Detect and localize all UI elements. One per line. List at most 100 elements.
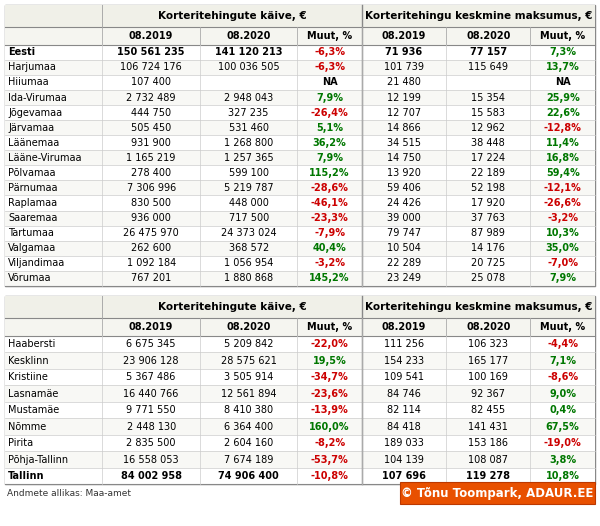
Text: 100 169: 100 169 bbox=[469, 372, 508, 382]
Bar bbox=[5, 296, 595, 484]
Text: 2 448 130: 2 448 130 bbox=[127, 421, 176, 431]
Bar bbox=[5, 180, 595, 196]
Text: 104 139: 104 139 bbox=[384, 454, 424, 464]
Text: 13 920: 13 920 bbox=[387, 168, 421, 178]
Text: Harjumaa: Harjumaa bbox=[8, 63, 56, 73]
Text: Haabersti: Haabersti bbox=[8, 339, 55, 349]
Text: 12 707: 12 707 bbox=[387, 108, 421, 118]
Text: 08.2020: 08.2020 bbox=[466, 322, 511, 332]
Text: 153 186: 153 186 bbox=[469, 438, 508, 448]
Text: 21 480: 21 480 bbox=[387, 77, 421, 87]
Text: 5,1%: 5,1% bbox=[316, 123, 343, 133]
Text: 109 541: 109 541 bbox=[384, 372, 424, 382]
Text: 3 505 914: 3 505 914 bbox=[224, 372, 274, 382]
Text: 92 367: 92 367 bbox=[472, 389, 505, 399]
Text: 505 450: 505 450 bbox=[131, 123, 172, 133]
Text: Korteritehingute käive, €: Korteritehingute käive, € bbox=[158, 302, 307, 312]
Text: -26,6%: -26,6% bbox=[544, 198, 581, 208]
Text: 14 176: 14 176 bbox=[472, 243, 505, 253]
Bar bbox=[5, 135, 595, 150]
Bar bbox=[5, 45, 595, 60]
Text: 15 354: 15 354 bbox=[472, 93, 505, 103]
Bar bbox=[5, 196, 595, 210]
Text: Eesti: Eesti bbox=[8, 47, 35, 57]
Text: 24 373 024: 24 373 024 bbox=[221, 228, 277, 238]
Bar bbox=[5, 468, 595, 484]
Text: 9 771 550: 9 771 550 bbox=[127, 405, 176, 415]
Text: 1 268 800: 1 268 800 bbox=[224, 138, 273, 148]
Text: 10,8%: 10,8% bbox=[546, 471, 580, 481]
Text: 2 604 160: 2 604 160 bbox=[224, 438, 273, 448]
Text: 28 575 621: 28 575 621 bbox=[221, 356, 277, 366]
Text: 67,5%: 67,5% bbox=[546, 421, 580, 431]
Bar bbox=[5, 418, 595, 435]
Text: 3,8%: 3,8% bbox=[549, 454, 576, 464]
Text: -12,1%: -12,1% bbox=[544, 183, 581, 193]
Bar bbox=[5, 435, 595, 451]
Bar bbox=[5, 385, 595, 402]
Text: Raplamaa: Raplamaa bbox=[8, 198, 57, 208]
Text: 17 920: 17 920 bbox=[472, 198, 505, 208]
Text: 77 157: 77 157 bbox=[470, 47, 507, 57]
Text: 52 198: 52 198 bbox=[472, 183, 505, 193]
Text: 37 763: 37 763 bbox=[472, 213, 505, 223]
Bar bbox=[5, 165, 595, 180]
Text: Pirita: Pirita bbox=[8, 438, 33, 448]
Text: Läänemaa: Läänemaa bbox=[8, 138, 59, 148]
Text: Korteritehingute käive, €: Korteritehingute käive, € bbox=[158, 11, 307, 21]
Text: -7,0%: -7,0% bbox=[547, 258, 578, 268]
Text: 106 724 176: 106 724 176 bbox=[121, 63, 182, 73]
Text: 08.2019: 08.2019 bbox=[129, 322, 173, 332]
Text: 141 431: 141 431 bbox=[469, 421, 508, 431]
Text: 14 750: 14 750 bbox=[387, 153, 421, 163]
Text: 101 739: 101 739 bbox=[384, 63, 424, 73]
Text: -19,0%: -19,0% bbox=[544, 438, 581, 448]
Bar bbox=[5, 241, 595, 256]
Text: -13,9%: -13,9% bbox=[311, 405, 349, 415]
Text: Lääne-Virumaa: Lääne-Virumaa bbox=[8, 153, 82, 163]
Text: 12 962: 12 962 bbox=[472, 123, 505, 133]
Text: 931 900: 931 900 bbox=[131, 138, 171, 148]
Text: Tartumaa: Tartumaa bbox=[8, 228, 54, 238]
Text: Muut, %: Muut, % bbox=[540, 322, 585, 332]
Bar bbox=[5, 336, 595, 352]
Text: -34,7%: -34,7% bbox=[311, 372, 349, 382]
Bar bbox=[5, 256, 595, 271]
Text: 82 114: 82 114 bbox=[387, 405, 421, 415]
Text: 327 235: 327 235 bbox=[229, 108, 269, 118]
Bar bbox=[5, 5, 595, 286]
Text: 160,0%: 160,0% bbox=[310, 421, 350, 431]
Bar bbox=[5, 27, 595, 45]
Text: Tallinn: Tallinn bbox=[8, 471, 44, 481]
Text: 10,3%: 10,3% bbox=[546, 228, 580, 238]
Text: 82 455: 82 455 bbox=[471, 405, 505, 415]
Text: 23 249: 23 249 bbox=[387, 274, 421, 284]
Text: 1 092 184: 1 092 184 bbox=[127, 258, 176, 268]
Text: 23 906 128: 23 906 128 bbox=[124, 356, 179, 366]
Text: -28,6%: -28,6% bbox=[311, 183, 349, 193]
Bar bbox=[5, 451, 595, 468]
Text: -3,2%: -3,2% bbox=[314, 258, 345, 268]
Text: 5 219 787: 5 219 787 bbox=[224, 183, 274, 193]
Text: Mustamäe: Mustamäe bbox=[8, 405, 59, 415]
Text: 368 572: 368 572 bbox=[229, 243, 269, 253]
Text: 38 448: 38 448 bbox=[472, 138, 505, 148]
Text: Muut, %: Muut, % bbox=[540, 31, 585, 41]
Text: 25 078: 25 078 bbox=[471, 274, 505, 284]
Text: 1 165 219: 1 165 219 bbox=[127, 153, 176, 163]
Bar bbox=[5, 352, 595, 369]
Text: Ida-Virumaa: Ida-Virumaa bbox=[8, 93, 67, 103]
Text: 34 515: 34 515 bbox=[387, 138, 421, 148]
Bar bbox=[5, 210, 595, 226]
Bar bbox=[5, 296, 595, 318]
Text: 936 000: 936 000 bbox=[131, 213, 171, 223]
Bar bbox=[5, 90, 595, 105]
Text: 12 561 894: 12 561 894 bbox=[221, 389, 277, 399]
Text: Korteritehingu keskmine maksumus, €: Korteritehingu keskmine maksumus, € bbox=[365, 302, 592, 312]
Text: Korteritehingu keskmine maksumus, €: Korteritehingu keskmine maksumus, € bbox=[365, 11, 592, 21]
Text: 108 087: 108 087 bbox=[469, 454, 508, 464]
Text: 7,3%: 7,3% bbox=[549, 47, 576, 57]
Text: 74 906 400: 74 906 400 bbox=[218, 471, 279, 481]
Text: 84 746: 84 746 bbox=[387, 389, 421, 399]
Text: 2 835 500: 2 835 500 bbox=[127, 438, 176, 448]
